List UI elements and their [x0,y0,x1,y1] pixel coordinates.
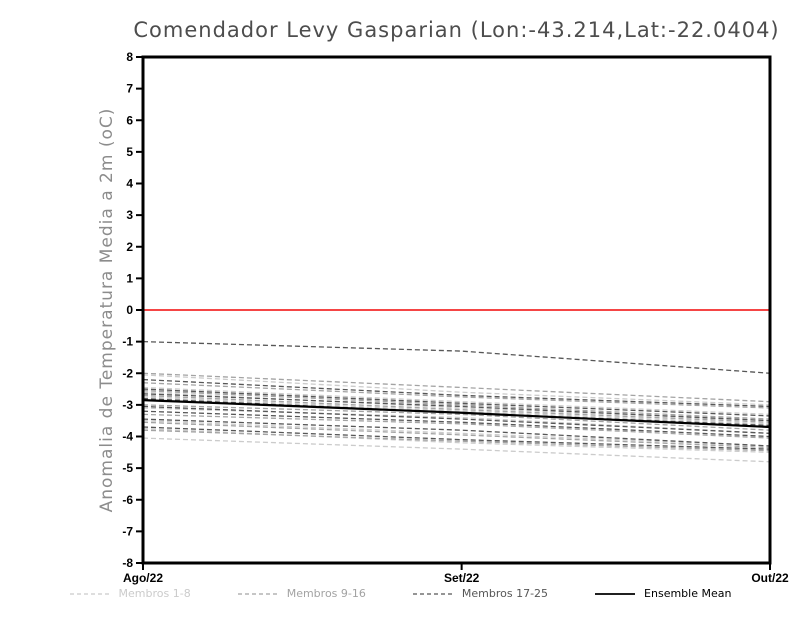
member-line [142,393,771,422]
plot-frame [141,55,772,565]
member-line [142,389,771,420]
legend-item: Membros 9-16 [237,587,366,600]
y-tick-label: -6 [122,493,133,507]
legend-label: Membros 1-8 [118,587,191,600]
y-tick-label: 7 [126,82,133,96]
member-line [142,437,771,463]
y-tick-label: -7 [122,524,133,538]
y-tick-label: -3 [122,398,133,412]
legend-item: Ensemble Mean [594,587,731,600]
legend-dashed-line-sample [412,592,453,595]
legend: Membros 1-8 Membros 9-16 Membros 17-25 Ense… [0,587,800,600]
legend-item: Membros 17-25 [412,587,548,600]
y-tick-label: 3 [126,208,133,222]
member-line [142,378,771,408]
y-tick-label: 8 [126,50,133,64]
x-tick-label: Out/22 [751,571,789,585]
member-line [142,372,771,403]
x-tick-label: Set/22 [444,571,480,585]
legend-label: Membros 9-16 [286,587,366,600]
y-tick-label: 0 [126,303,133,317]
x-tick-label: Ago/22 [123,571,163,585]
y-tick-label: -2 [122,366,133,380]
member-line [142,386,771,416]
member-line [142,429,771,452]
member-line [142,421,771,449]
y-tick-label: 5 [126,145,133,159]
legend-solid-line-sample [595,592,636,595]
member-line [142,426,771,450]
y-tick-label: -1 [122,335,133,349]
member-line [142,388,771,417]
member-line [142,410,771,438]
y-tick-label: 1 [126,271,133,285]
ensemble-mean-line [142,399,771,429]
y-tick-label: -5 [122,461,133,475]
y-tick-label: 2 [126,240,133,254]
y-tick-label: 4 [126,177,133,191]
member-line [142,420,771,447]
member-line [142,340,771,374]
chart-title: Comendador Levy Gasparian (Lon:-43.214,L… [133,18,780,42]
legend-dashed-line-sample [237,592,278,595]
legend-label: Membros 17-25 [461,587,549,600]
legend-item: Membros 1-8 [69,587,191,600]
member-line [142,394,771,423]
member-line [142,405,771,434]
member-line [142,404,771,431]
member-line [142,396,771,425]
member-line [142,374,771,406]
member-line [142,418,771,447]
legend-dashed-line-sample [69,592,110,595]
y-tick-label: 6 [126,113,133,127]
member-line [142,413,771,439]
member-line [142,382,771,409]
y-tick-label: -8 [122,556,133,570]
y-tick-label: -4 [122,430,133,444]
legend-label: Ensemble Mean [644,587,732,600]
